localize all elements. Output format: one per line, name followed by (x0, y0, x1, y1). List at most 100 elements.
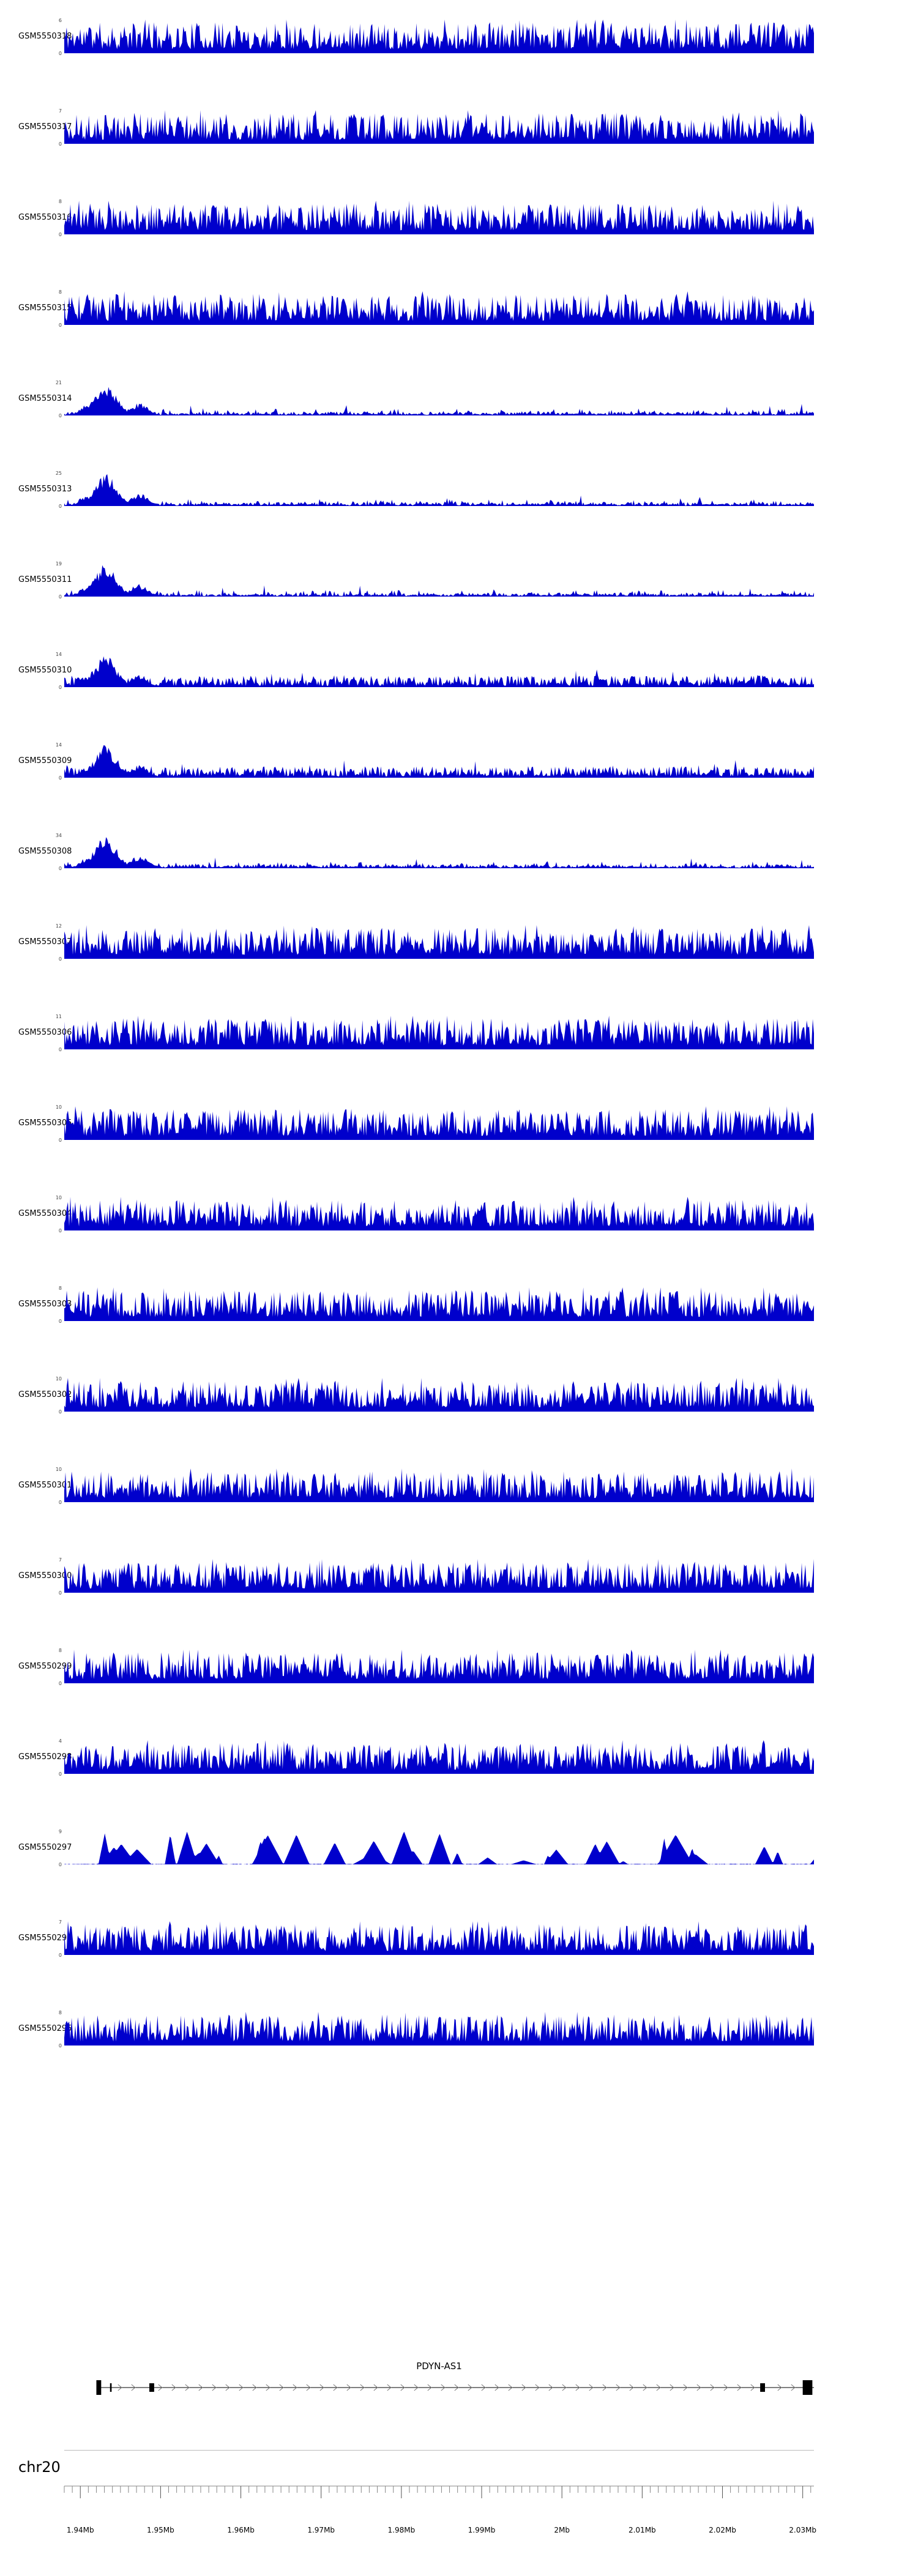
signal-area (64, 2012, 814, 2046)
coverage-signal-chart (64, 745, 814, 778)
track-row: GSM5550315 8 0 (0, 290, 918, 381)
signal-area (64, 1106, 814, 1140)
gene-title: PDYN-AS1 (416, 2361, 462, 2372)
coverage-signal-chart (64, 2012, 814, 2046)
signal-area (64, 1559, 814, 1593)
track-plot-area: 8 0 (59, 199, 814, 237)
strand-arrow (319, 2384, 324, 2391)
signal-area (64, 110, 814, 144)
track-ymin-label: 0 (58, 775, 62, 781)
track-ymax-label: 7 (58, 108, 62, 114)
track-sample-label: GSM5550305 (18, 1118, 72, 1128)
track-row: GSM5550296 7 0 (0, 1920, 918, 2011)
signal-area (64, 1650, 814, 1683)
coverage-signal-chart (64, 387, 814, 415)
track-ymax-label: 11 (55, 1014, 62, 1019)
signal-area (64, 1831, 814, 1864)
track-row: GSM5550317 7 0 (0, 109, 918, 199)
strand-arrow (521, 2384, 526, 2391)
signal-area (64, 1740, 814, 1774)
track-plot-area: 7 0 (59, 1558, 814, 1596)
track-ymax-label: 8 (58, 1648, 62, 1653)
track-ymin-label: 0 (58, 1137, 62, 1143)
track-row: GSM5550295 8 0 (0, 2011, 918, 2101)
coverage-signal-chart (64, 1016, 814, 1049)
strand-arrow (494, 2384, 499, 2391)
track-ymin-label: 0 (58, 504, 62, 509)
track-ymin-label: 0 (58, 1862, 62, 1867)
coverage-signal-chart (64, 20, 814, 53)
signal-area (64, 1287, 814, 1321)
track-plot-area: 19 0 (56, 562, 814, 600)
track-ymin-label: 0 (58, 1771, 62, 1777)
coverage-signal-chart (64, 1831, 814, 1864)
strand-arrow (360, 2384, 365, 2391)
track-row: GSM5550316 8 0 (0, 199, 918, 290)
coverage-signal-chart (64, 837, 814, 868)
strand-arrow (548, 2384, 553, 2391)
coverage-signal-chart (64, 565, 814, 597)
track-sample-label: GSM5550301 (18, 1480, 72, 1490)
ruler-tick-label: 2Mb (554, 2526, 570, 2534)
signal-area (64, 565, 814, 597)
coverage-signal-chart (64, 1740, 814, 1774)
ruler-tick-label: 1.99Mb (468, 2526, 496, 2534)
coverage-signal-chart (64, 1559, 814, 1593)
track-plot-area: 7 0 (59, 109, 814, 147)
strand-arrow (710, 2384, 715, 2391)
strand-arrow (602, 2384, 607, 2391)
track-ymin-label: 0 (58, 1409, 62, 1415)
coverage-signal-chart (64, 474, 814, 506)
exon-rect (110, 2383, 112, 2392)
strand-arrow (737, 2384, 742, 2391)
ruler-tick-label: 1.95Mb (147, 2526, 174, 2534)
track-plot-area: 10 0 (56, 1467, 814, 1505)
track-plot-area: 8 0 (59, 1286, 814, 1324)
strand-arrow (387, 2384, 392, 2391)
signal-area (64, 201, 814, 234)
track-row: GSM5550307 12 0 (0, 924, 918, 1014)
track-ymax-label: 14 (55, 742, 62, 748)
strand-arrow (777, 2384, 782, 2391)
track-row: GSM5550303 8 0 (0, 1286, 918, 1377)
track-row: GSM5550306 11 0 (0, 1014, 918, 1105)
exon-rect (96, 2380, 102, 2395)
track-row: GSM5550299 8 0 (0, 1648, 918, 1739)
track-ymax-label: 7 (58, 1919, 62, 1925)
strand-arrow (346, 2384, 351, 2391)
track-sample-label: GSM5550296 (18, 1933, 72, 1943)
track-plot-area: 25 0 (56, 471, 814, 509)
signal-area (64, 1378, 814, 1412)
track-plot-area: 4 0 (59, 1739, 814, 1777)
track-row: GSM5550300 7 0 (0, 1558, 918, 1648)
ruler-tick-label: 2.03Mb (789, 2526, 816, 2534)
genomic-ruler: 1.94Mb 1.95Mb 1.96Mb 1.97Mb 1.98Mb 1.99Mb 2Mb 2… (64, 2485, 816, 2534)
strand-arrow (791, 2384, 796, 2391)
strand-arrow (118, 2384, 122, 2391)
coverage-signal-chart (64, 291, 814, 325)
track-row: GSM5550298 4 0 (0, 1739, 918, 1830)
exon-rect (760, 2383, 765, 2392)
signal-area (64, 1469, 814, 1502)
coverage-signal-chart (64, 1469, 814, 1502)
track-plot-area: 8 0 (59, 290, 814, 328)
track-sample-label: GSM5550307 (18, 937, 72, 947)
strand-arrow (333, 2384, 338, 2391)
track-sample-label: GSM5550303 (18, 1299, 72, 1309)
signal-area (64, 1016, 814, 1049)
track-ymax-label: 9 (58, 1829, 62, 1834)
coverage-signal-chart (64, 1378, 814, 1412)
track-plot-area: 14 0 (56, 743, 814, 781)
strand-arrow (535, 2384, 540, 2391)
strand-arrow (508, 2384, 513, 2391)
strand-arrow (239, 2384, 244, 2391)
track-ymax-label: 8 (58, 1286, 62, 1291)
signal-area (64, 20, 814, 53)
track-plot-area: 9 0 (59, 1830, 814, 1867)
track-sample-label: GSM5550302 (18, 1390, 72, 1399)
track-plot-area: 7 0 (59, 1920, 814, 1958)
track-ymin-label: 0 (58, 956, 62, 962)
track-ymin-label: 0 (58, 1228, 62, 1234)
signal-area (64, 656, 814, 687)
